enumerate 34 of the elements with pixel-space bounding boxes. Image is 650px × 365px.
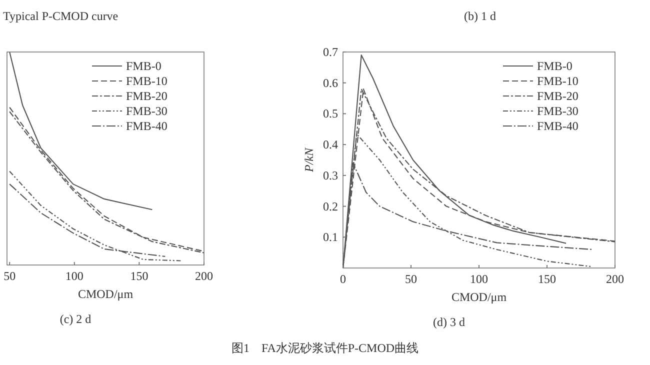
y-tick-label: 0.7 xyxy=(323,45,338,59)
y-tick-label: 0.2 xyxy=(323,199,338,214)
x-tick-label: 150 xyxy=(538,272,556,286)
legend-label: FMB-40 xyxy=(537,119,578,133)
y-axis-title: P/kN xyxy=(302,147,316,173)
x-tick-label: 50 xyxy=(405,272,417,286)
text: (b) 1 d xyxy=(464,9,496,23)
caption: 图1 FA水泥砂浆试件P-CMOD曲线 xyxy=(231,341,419,355)
legend-label: FMB-30 xyxy=(126,104,168,118)
legend-label: FMB-30 xyxy=(537,104,578,118)
legend-label: FMB-40 xyxy=(126,119,168,133)
y-tick-label: 0.6 xyxy=(323,76,338,90)
legend-label: FMB-20 xyxy=(537,89,578,103)
text: (c) 2 d xyxy=(60,312,92,326)
legend-label: FMB-20 xyxy=(126,89,168,103)
y-tick-label: 0.3 xyxy=(323,168,338,182)
legend-label: FMB-0 xyxy=(126,59,162,73)
x-tick-label: 200 xyxy=(606,272,624,286)
x-tick-label: 200 xyxy=(195,269,213,283)
x-tick-label: 150 xyxy=(130,269,148,283)
x-axis-title: CMOD/μm xyxy=(451,290,508,304)
legend-label: FMB-10 xyxy=(537,74,578,88)
x-tick-label: 50 xyxy=(4,269,16,283)
x-axis-title: CMOD/μm xyxy=(78,287,134,301)
y-tick-label: 0.1 xyxy=(323,230,338,244)
x-tick-label: 100 xyxy=(470,272,488,286)
text: Typical P-CMOD curve xyxy=(3,9,118,23)
y-tick-label: 0.5 xyxy=(323,106,338,121)
text: (d) 3 d xyxy=(433,315,465,329)
legend-label: FMB-0 xyxy=(537,59,572,73)
y-tick-label: 0.4 xyxy=(323,138,338,152)
x-tick-label: 100 xyxy=(65,269,84,283)
legend-label: FMB-10 xyxy=(126,74,168,88)
x-tick-label: 0 xyxy=(340,272,346,286)
